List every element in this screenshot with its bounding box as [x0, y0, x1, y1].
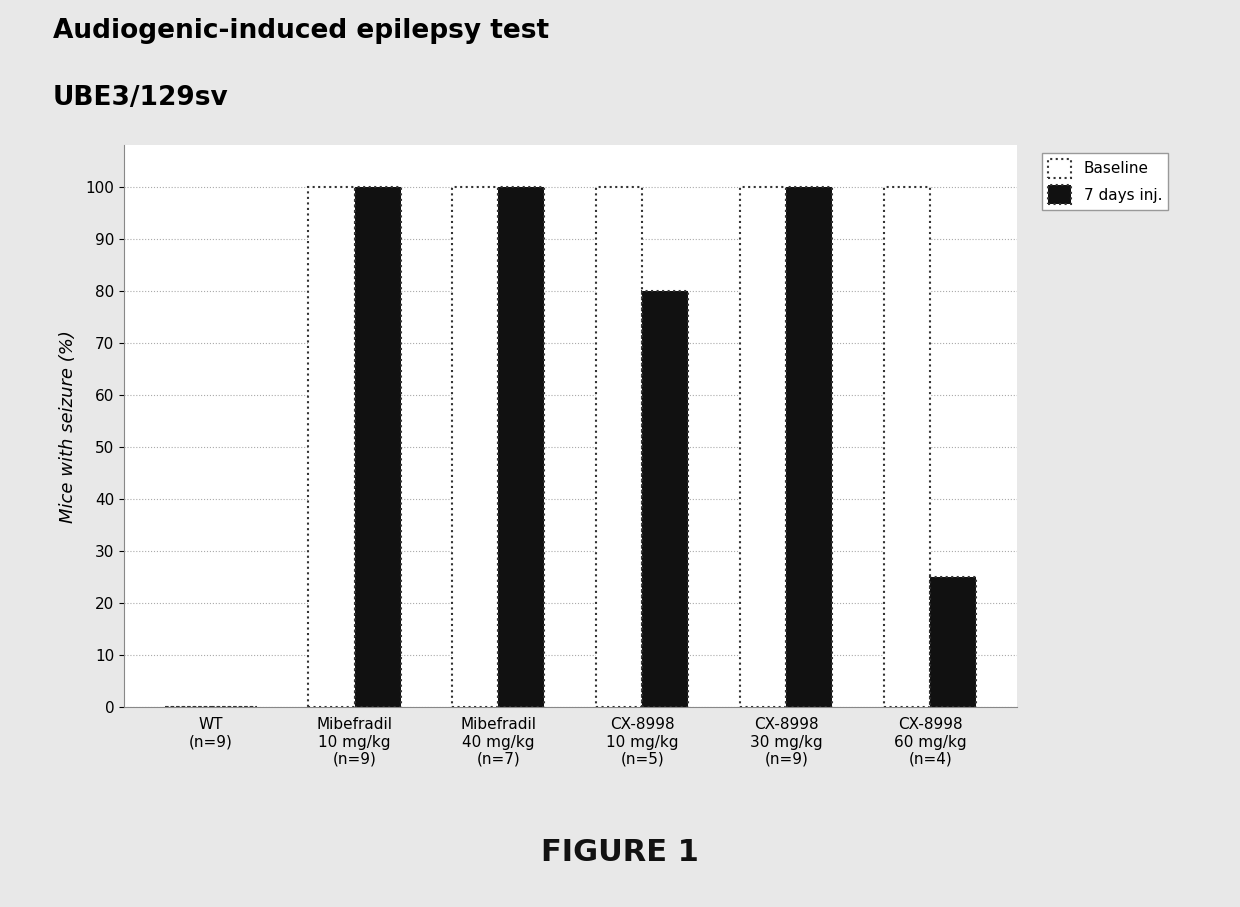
Bar: [786, 187, 832, 707]
Legend: Baseline, 7 days inj.: Baseline, 7 days inj.: [1043, 152, 1168, 210]
Bar: [740, 187, 786, 707]
Text: Audiogenic-induced epilepsy test: Audiogenic-induced epilepsy test: [52, 18, 549, 44]
Bar: [930, 577, 976, 707]
Bar: [498, 187, 544, 707]
Bar: [453, 187, 498, 707]
Y-axis label: Mice with seizure (%): Mice with seizure (%): [60, 330, 77, 522]
Bar: [642, 291, 688, 707]
Bar: [355, 187, 401, 707]
Text: UBE3/129sv: UBE3/129sv: [52, 85, 228, 112]
Bar: [884, 187, 930, 707]
Text: FIGURE 1: FIGURE 1: [541, 838, 699, 867]
Bar: [309, 187, 355, 707]
Bar: [596, 187, 642, 707]
